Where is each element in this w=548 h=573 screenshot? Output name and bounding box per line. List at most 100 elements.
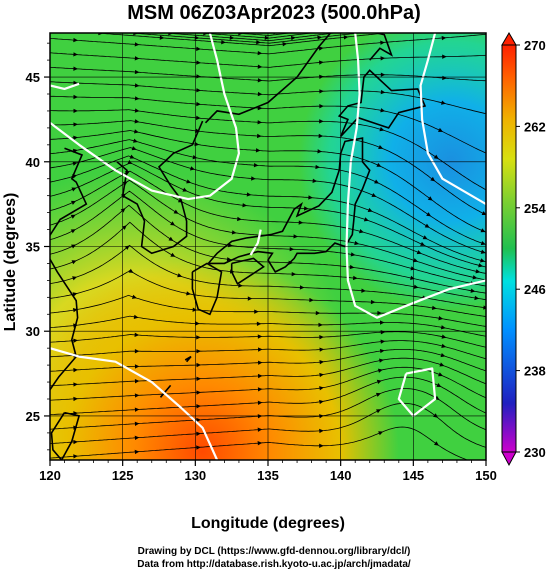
streamline-arrow [319,347,325,352]
streamline-arrow [255,148,261,153]
streamline-arrow [441,100,446,105]
streamline-arrow [309,297,314,303]
streamline-arrow [480,228,486,233]
streamline-arrow [433,154,439,159]
streamline-arrow [308,195,313,200]
streamline-arrow [73,37,78,43]
streamline-arrow [440,353,446,358]
colorbar-max-arrow [501,32,517,46]
streamline-arrow [470,288,476,293]
coastline [116,120,204,255]
streamline-arrow [73,122,78,127]
streamline-arrow [410,275,415,281]
y-tick-label: 45 [26,70,40,85]
streamline-arrow [73,94,78,100]
streamline-arrow [257,64,263,69]
streamline-arrow [257,347,263,352]
streamline-arrow [380,108,386,113]
streamline-arrow [134,69,140,75]
streamline-arrow [289,246,295,252]
streamline-arrow [319,428,324,434]
streamline-arrow [376,409,382,414]
streamline-arrow [318,322,323,328]
isotherm [50,82,80,90]
streamline-arrow [319,443,324,448]
streamline-arrow [195,321,200,326]
streamline-arrow [196,74,201,79]
streamline-arrow [433,441,439,446]
streamline-arrow [134,96,140,101]
streamline-arrow [257,427,263,432]
streamline-arrow [480,249,486,254]
streamline-arrow [377,368,383,373]
x-tick-label: 135 [257,468,279,483]
streamline-arrow [129,154,135,159]
streamline-arrow [371,192,377,197]
streamline [50,120,486,216]
streamline-arrow [427,196,433,201]
streamline [230,33,293,36]
streamline [91,33,390,47]
y-axis: 25 30 35 40 45 [26,42,50,451]
streamline-arrow [134,129,139,134]
streamline-arrow [186,291,191,296]
streamline [50,130,486,233]
streamline-arrow [437,127,443,132]
coastline [50,147,88,392]
streamline-arrow [120,208,126,213]
streamline-arrow [134,42,140,47]
streamline-arrow [291,271,297,277]
streamline-arrow [319,386,324,391]
streamline-arrow [430,176,436,182]
streamline-arrow [71,200,77,205]
streamline-arrow [319,335,324,340]
streamline-arrow [257,334,263,339]
streamline-arrow [73,135,78,140]
coastline [230,257,265,285]
streamline-arrow [380,72,386,77]
streamline-arrow [438,316,444,321]
streamline [50,155,486,263]
streamline-arrow [257,400,263,405]
streamline [420,28,453,31]
streamline-arrow [189,166,195,171]
streamline-arrow [352,275,358,281]
streamline-arrow [376,162,382,167]
streamline-arrow [134,83,140,88]
streamline-arrow [186,179,192,184]
streamline-arrow [448,26,453,30]
streamline-arrow [73,396,78,402]
streamline-arrow [354,240,360,246]
streamline-arrow [370,299,376,305]
streamline-arrow [487,428,492,432]
streamline-arrow [196,349,201,354]
streamline-arrow [73,382,78,387]
streamline-arrow [481,211,486,216]
streamline-arrow [317,35,322,40]
streamline-arrow [159,35,165,40]
streamline-arrow [376,379,382,384]
streamline-arrow [472,275,478,280]
streamline-arrow [177,273,183,278]
streamline-arrow [73,454,78,459]
x-tick-label: 145 [402,468,424,483]
streamline-arrow [431,305,437,311]
streamline-arrow [196,445,201,450]
map-title: MSM 06Z03Apr2023 (500.0hPa) [127,2,421,24]
streamline-arrow [290,35,296,41]
streamline [50,162,486,268]
streamline-arrow [379,358,384,363]
streamline-arrow [70,214,76,219]
streamline [280,28,306,31]
streamline [50,376,486,416]
streamline-arrow [436,382,442,387]
streamline-arrow [134,407,140,412]
streamline-arrow [439,362,445,367]
streamline-arrow [72,292,78,297]
streamline [50,52,486,68]
streamline [50,270,486,317]
x-axis-label: Longitude (degrees) [191,515,345,532]
streamline-arrow [257,50,263,56]
streamline-arrow [438,372,444,377]
streamline-arrow [318,46,324,51]
